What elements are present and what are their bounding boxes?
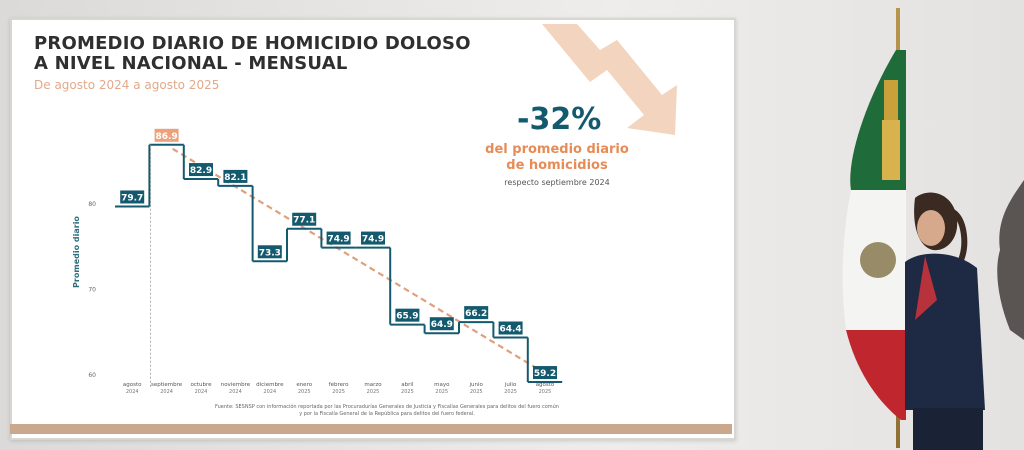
x-tick-month: mayo <box>434 382 450 388</box>
y-axis-label: Promedio diario <box>72 216 81 288</box>
x-tick-month: enero <box>296 382 312 388</box>
data-label-box <box>533 366 557 380</box>
data-label: 82.9 <box>190 166 212 176</box>
data-label: 59.2 <box>534 369 556 379</box>
chart-title-line1: PROMEDIO DIARIO DE HOMICIDIO DOLOSO <box>34 33 471 54</box>
data-label-box <box>361 231 385 245</box>
data-label-box <box>292 212 317 226</box>
statue-silhouette <box>997 180 1024 340</box>
x-tick-year: 2025 <box>367 389 380 395</box>
data-label-box <box>223 169 248 183</box>
x-tick-year: 2025 <box>539 389 552 395</box>
data-label: 79.7 <box>121 193 143 203</box>
data-label-box <box>189 163 213 177</box>
data-label: 77.1 <box>293 216 315 226</box>
screen-bottom-edge <box>10 424 732 434</box>
data-label-box <box>464 306 489 320</box>
data-label: 64.4 <box>499 325 521 335</box>
data-label-box <box>395 308 420 322</box>
x-tick-month: junio <box>468 382 483 388</box>
x-tick-month: agosto <box>536 382 555 388</box>
reduction-desc-line2: de homicidios <box>506 158 608 173</box>
reduction-desc-line1: del promedio diario <box>485 142 629 157</box>
x-tick-year: 2024 <box>229 389 242 395</box>
data-label-box <box>429 317 454 331</box>
data-label: 82.1 <box>224 173 246 183</box>
x-tick-year: 2025 <box>504 389 517 395</box>
y-tick-label: 70 <box>88 287 96 294</box>
x-tick-year: 2025 <box>470 389 483 395</box>
x-tick-month: noviembre <box>221 382 251 388</box>
x-tick-month: octubre <box>190 382 212 388</box>
source-line2: y por la Fiscalía General de la Repúblic… <box>299 411 475 417</box>
data-label: 65.9 <box>396 312 418 322</box>
data-series <box>115 143 563 388</box>
data-label-box <box>120 190 145 204</box>
x-tick-month: marzo <box>364 382 382 388</box>
y-tick-label: 80 <box>88 201 96 208</box>
chart-title-line2: A NIVEL NACIONAL - MENSUAL <box>34 53 348 74</box>
y-tick-label: 60 <box>88 372 96 379</box>
data-label: 64.9 <box>431 320 453 330</box>
x-tick-year: 2025 <box>401 389 414 395</box>
x-tick-month: febrero <box>329 382 349 388</box>
x-tick-month: abril <box>401 382 414 388</box>
data-label: 86.9 <box>155 132 177 142</box>
source-note: Fuente: SESNSP con información reportada… <box>207 404 567 418</box>
data-labels: 79.7 86.9 82.9 82.1 73.3 77.1 74.9 74.9 65.9 64.9… <box>120 128 557 380</box>
x-tick-month: julio <box>504 382 517 388</box>
x-axis-ticks: agosto2024septiembre2024octubre2024novie… <box>123 382 555 395</box>
y-axis-ticks: 80 70 60 <box>88 201 96 379</box>
data-label-box <box>326 231 351 245</box>
source-line1: Fuente: SESNSP con información reportada… <box>215 404 559 410</box>
reduction-note: respecto septiembre 2024 <box>504 178 610 187</box>
data-label-box <box>498 321 523 335</box>
decorative-arrow-icon <box>542 24 677 135</box>
x-tick-year: 2024 <box>126 389 139 395</box>
chart-title: PROMEDIO DIARIO DE HOMICIDIO DOLOSO A NI… <box>34 34 471 74</box>
reduction-description: del promedio diario de homicidios <box>482 142 632 174</box>
speaker-figure <box>905 192 985 450</box>
x-tick-month: agosto <box>123 382 142 388</box>
data-label: 73.3 <box>259 248 281 258</box>
chart-subtitle: De agosto 2024 a agosto 2025 <box>34 78 220 92</box>
x-tick-year: 2025 <box>298 389 311 395</box>
data-label: 74.9 <box>362 235 384 245</box>
data-label-box <box>257 245 282 259</box>
x-tick-year: 2024 <box>195 389 208 395</box>
reduction-percent: -32% <box>517 102 602 137</box>
data-label: 66.2 <box>465 309 487 319</box>
x-tick-year: 2024 <box>160 389 173 395</box>
data-label-box <box>154 128 179 142</box>
x-tick-year: 2025 <box>435 389 448 395</box>
presentation-screen: PROMEDIO DIARIO DE HOMICIDIO DOLOSO A NI… <box>10 18 736 440</box>
x-tick-month: septiembre <box>151 382 183 388</box>
data-label: 74.9 <box>327 235 349 245</box>
x-tick-year: 2024 <box>263 389 276 395</box>
mexican-flag-icon <box>842 50 906 420</box>
x-tick-year: 2025 <box>332 389 345 395</box>
x-tick-month: diciembre <box>256 382 284 388</box>
